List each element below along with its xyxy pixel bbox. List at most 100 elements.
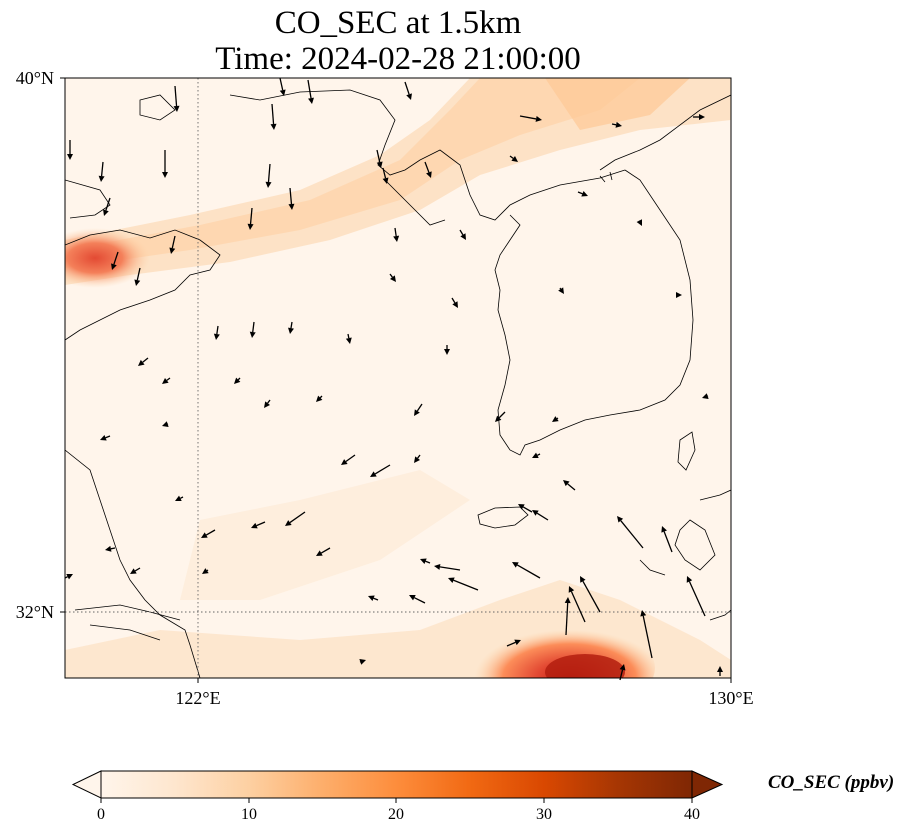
wind-arrow <box>563 480 576 491</box>
gridlines <box>65 78 731 678</box>
lon-label-122e: 122°E <box>175 688 221 708</box>
wind-arrow <box>558 287 564 294</box>
colorbar-gradient <box>101 771 692 798</box>
wind-arrow <box>111 251 119 270</box>
wind-arrow <box>130 567 141 574</box>
wind-arrow <box>580 576 601 613</box>
colorbar-tick-label: 30 <box>536 806 552 823</box>
wind-arrow <box>279 77 286 96</box>
colorbar-extend-min <box>71 770 102 799</box>
wind-arrow <box>265 163 272 188</box>
wind-arrow <box>444 345 450 355</box>
colorbar-extend-max <box>691 770 724 799</box>
wind-arrow <box>420 558 431 565</box>
wind-arrow <box>345 333 352 344</box>
wind-arrow <box>173 85 180 112</box>
wind-arrow <box>686 576 706 617</box>
wind-arrow <box>100 434 111 441</box>
colorbar-tick-label: 10 <box>241 806 257 823</box>
wind-arrow <box>249 321 256 338</box>
map-title: CO_SEC at 1.5km <box>274 5 522 41</box>
wind-arrow <box>459 229 466 240</box>
coastlines <box>65 89 731 678</box>
wind-arrow <box>213 325 220 340</box>
wind-arrow <box>448 577 479 591</box>
wind-arrow <box>134 267 141 286</box>
wind-arrow <box>201 529 216 538</box>
wind-arrow <box>264 399 271 408</box>
colorbar-tick-label: 20 <box>388 806 404 823</box>
wind-arrow <box>368 595 379 602</box>
wind-arrow <box>162 421 169 427</box>
wind-arrow <box>434 563 461 571</box>
wind-arrow <box>162 150 168 178</box>
wind-arrow <box>307 79 314 104</box>
wind-arrow <box>617 516 644 549</box>
wind-arrow <box>359 659 366 665</box>
wind-arrow <box>105 545 116 552</box>
wind-arrow <box>532 452 541 458</box>
wind-arrow <box>640 610 653 659</box>
wind-arrow <box>393 227 400 242</box>
wind-arrow <box>376 149 383 168</box>
wind-arrow <box>512 562 541 579</box>
wind-arrow <box>577 190 588 197</box>
wind-arrow <box>67 140 73 160</box>
wind-arrow <box>552 416 559 422</box>
wind-arrow <box>341 454 356 465</box>
wind-arrow <box>409 595 426 604</box>
lon-label-130e: 130°E <box>708 688 754 708</box>
wind-arrow <box>636 219 642 226</box>
wind-arrow <box>316 547 331 556</box>
map-time-subtitle: Time: 2024-02-28 21:00:00 <box>215 41 581 77</box>
wind-arrow <box>202 568 209 574</box>
wind-arrow <box>162 377 171 384</box>
wind-arrow <box>414 454 421 463</box>
wind-arrow <box>285 511 306 526</box>
wind-arrow <box>234 377 241 384</box>
wind-arrow <box>404 81 412 100</box>
co-concentration-field <box>65 78 731 678</box>
colorbar-tick-label: 40 <box>684 806 700 823</box>
wind-arrow <box>532 510 549 521</box>
wind-arrow <box>316 395 323 402</box>
wind-arrow <box>389 273 396 282</box>
wind-arrow <box>169 235 176 254</box>
lat-label-40n: 40°N <box>15 68 54 88</box>
wind-arrow <box>518 504 533 513</box>
wind-arrow <box>702 393 709 399</box>
colorbar-tick-label: 0 <box>97 806 105 823</box>
wind-arrow <box>382 167 389 184</box>
wind-arrow <box>424 161 432 178</box>
wind-arrow <box>509 155 518 162</box>
map-frame <box>64 77 732 679</box>
wind-arrow <box>519 115 542 122</box>
wind-arrow <box>495 411 506 422</box>
wind-arrow <box>370 464 391 477</box>
wind-arrow <box>564 597 571 636</box>
wind-arrow <box>98 161 105 182</box>
wind-arrow <box>251 521 266 529</box>
wind-arrow <box>661 526 673 553</box>
wind-arrow <box>103 197 111 216</box>
wind-arrow <box>506 639 521 647</box>
wind-arrow <box>288 187 295 210</box>
wind-arrow <box>568 586 586 623</box>
wind-arrow <box>247 207 254 230</box>
wind-arrow <box>414 403 423 416</box>
colorbar-label: CO_SEC (ppbv) <box>768 772 895 793</box>
colorbar-ticks <box>100 798 693 803</box>
wind-arrow <box>270 103 277 130</box>
wind-arrow <box>451 297 458 308</box>
wind-arrow <box>693 114 705 120</box>
wind-vectors <box>64 77 723 681</box>
wind-arrow <box>611 121 622 128</box>
wind-arrow <box>288 321 294 334</box>
wind-arrow <box>717 666 723 676</box>
wind-arrow <box>138 357 149 366</box>
wind-arrow <box>676 292 682 298</box>
lat-label-32n: 32°N <box>15 602 54 622</box>
wind-arrow <box>175 495 184 501</box>
